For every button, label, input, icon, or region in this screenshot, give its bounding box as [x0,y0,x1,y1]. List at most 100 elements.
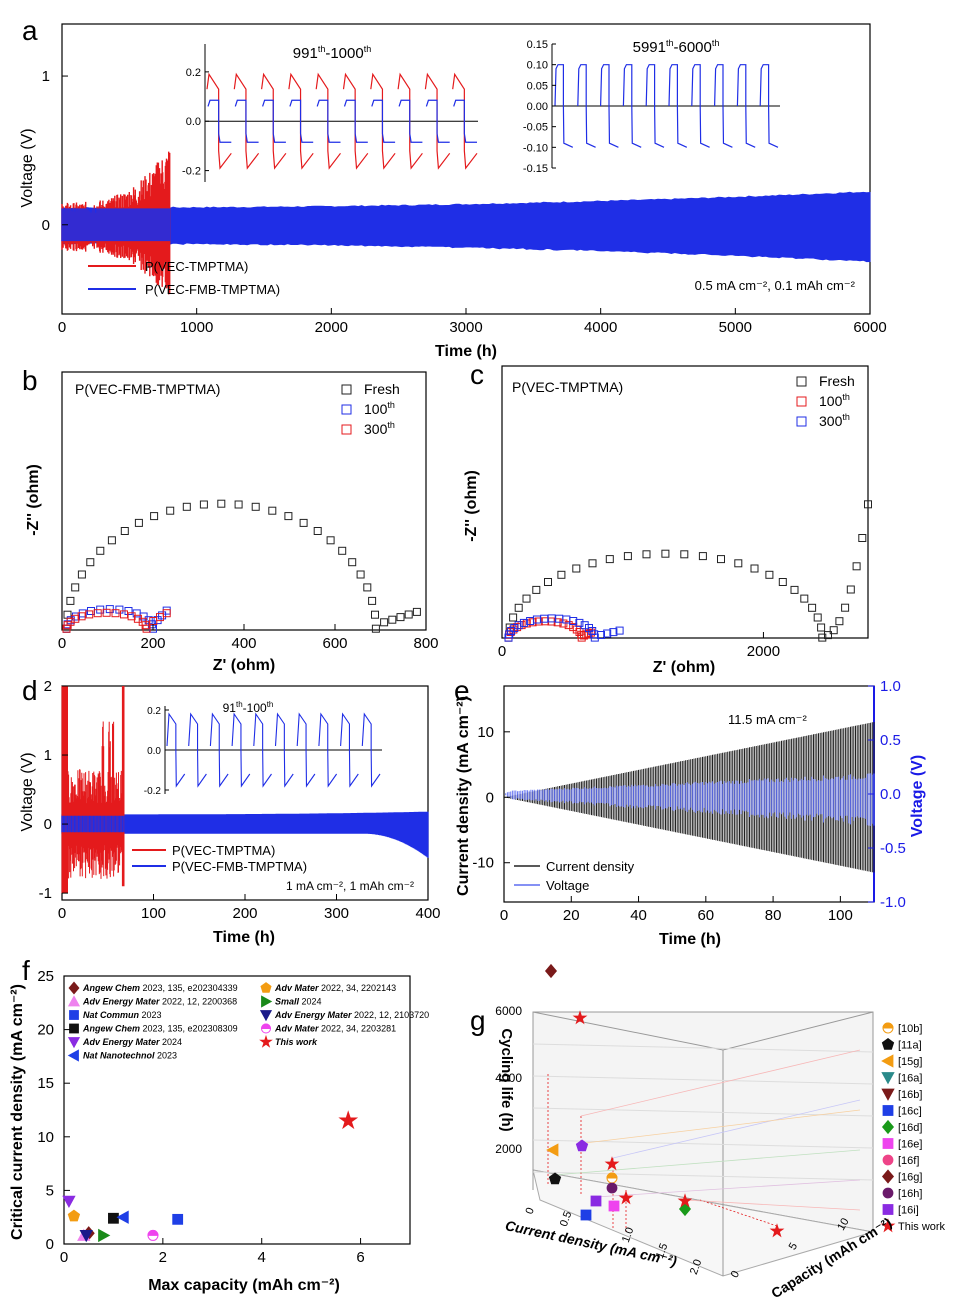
legend-label-100: 100th [819,392,850,409]
g-legend-marker [881,1072,895,1085]
g-legend-marker [881,1119,895,1135]
nyquist-point-Fresh [371,610,379,619]
nyquist-point-300 [127,612,136,621]
panel-e-y2label: Voltage (V) [909,755,926,837]
g-legend-marker [882,1138,894,1149]
nyquist-point-Fresh [234,500,243,509]
a-ytick-label: 0 [42,217,50,234]
f-legend-marker [67,1049,79,1062]
panel-d-ylabel: Voltage (V) [19,752,36,831]
nyquist-point-Fresh [765,570,774,579]
d-inset-ytick-label: 0.0 [147,746,161,757]
panel-label-e: e [454,675,470,706]
f-legend-label: Nat Nanotechnol 2023 [83,1051,177,1061]
nyquist-point-Fresh [71,583,80,592]
g-point [604,1156,620,1171]
nyquist-point-Fresh [251,502,260,511]
g-point [606,1182,618,1194]
nyquist-point-Fresh [404,610,413,619]
nyquist-point-Fresh [182,502,191,511]
nyquist-point-300 [111,609,120,618]
panel-g: g 6000 4000 2000 0 0.5 1.0 1.5 2.0 0 5 10 [10b] [11… [470,963,946,1301]
nyquist-point-300 [615,626,624,635]
panel-label-b: b [22,365,38,396]
g-legend-marker [881,1169,895,1184]
e-xtick-label: 60 [697,907,714,924]
f-ytick-label: 10 [37,1129,54,1146]
inset-1-ytick-label: 0.0 [186,116,201,128]
f-legend-journal: Angew Chem [82,1024,140,1034]
g-legend-label: [10b] [898,1023,922,1035]
panel-b-xticks: 0 200 400 600 800 [58,624,439,652]
legend-marker-300 [796,416,807,427]
g-grid [532,1075,874,1085]
g-legend-label: [16b] [898,1089,922,1101]
panel-d-yticks: -1 0 1 2 [39,678,68,902]
nyquist-point-Fresh [532,585,541,594]
nyquist-point-Fresh [824,631,832,640]
nyquist-point-Fresh [623,552,632,561]
panel-c-ylabel: -Z'' (ohm) [463,470,480,542]
panel-e-xlabel: Time (h) [659,931,721,948]
nyquist-point-Fresh [412,607,421,616]
nyquist-xtick-label: 400 [231,635,256,652]
panel-a: a 0 1000 2000 3000 4000 5000 6000 01 Time (h) … [19,15,887,360]
panel-b: b P(VEC-FMB-TMPTMA) 0 200 400 600 800 Fresh 1… [22,365,439,674]
f-legend-ref: 2022, 34, 2202143 [319,983,397,993]
g-point [544,963,558,979]
nyquist-point-100 [162,606,171,615]
f-xtick-label: 4 [258,1249,266,1266]
panel-d-inset: 91th-100th -0.2 0.0 0.2 [144,700,382,797]
g-legend-label: [16i] [898,1205,919,1217]
legend-e-voltage-label: Voltage [546,878,589,893]
nyquist-point-Fresh [522,594,531,603]
g-point [618,1190,634,1205]
f-legend-journal: Adv Energy Mater [274,1010,352,1020]
f-point [147,1229,159,1236]
inset-1-ticks: -0.2 0.0 0.2 [182,67,209,178]
f-legend-marker [260,982,272,993]
legend-label-300: 300th [364,420,395,437]
legend-e-current-label: Current density [546,859,635,874]
panel-f-yticks: 0 5 10 15 20 25 [37,968,70,1253]
f-legend-ref: 2024 [160,1037,183,1047]
nyquist-point-Fresh [371,624,380,633]
nyquist-point-Fresh [588,559,597,568]
panel-label-c: c [470,359,484,390]
e-ytick-label: 10 [477,724,494,741]
g-legend-marker [882,1022,894,1029]
legend-d-blue-label: P(VEC-FMB-TMPTMA) [172,859,307,874]
f-point [62,1195,76,1208]
nyquist-xtick-label: 2000 [747,643,780,660]
g-legend-label: [16h] [898,1188,922,1200]
nyquist-point-Fresh [509,613,518,622]
panel-c-xlabel: Z' (ohm) [653,659,715,676]
f-xtick-label: 2 [159,1249,167,1266]
nyquist-point-Fresh [107,536,116,545]
panel-label-f: f [22,955,30,986]
nyquist-point-Fresh [356,570,365,579]
nyquist-xtick-label: 200 [140,635,165,652]
a-xtick-label: 0 [58,319,66,336]
f-legend-marker [260,1023,272,1029]
g-legend-marker [882,1204,894,1215]
panel-e-y2ticks: -1.0 -0.5 0.0 0.5 1.0 [868,678,906,911]
legend-a-blue-label: P(VEC-FMB-TMPTMA) [145,282,280,297]
nyquist-point-Fresh [284,512,293,521]
panel-d-inset-plot [164,706,382,794]
panel-a-ylabel: Voltage (V) [19,128,36,207]
nyquist-point-300 [569,617,578,625]
nyquist-point-Fresh [852,562,861,571]
a-xtick-label: 1000 [180,319,213,336]
d-ytick-label: 2 [44,678,52,695]
panel-b-plot [62,499,421,633]
nyquist-point-300 [575,618,584,627]
nyquist-point-Fresh [150,512,159,521]
g-ztick-label: 0 [729,1269,742,1280]
g-drop-line [699,1199,778,1227]
nyquist-point-Fresh [313,527,322,535]
inset-2-ytick-label: -0.10 [523,142,548,154]
e-xtick-label: 0 [500,907,508,924]
f-point [79,1230,93,1243]
